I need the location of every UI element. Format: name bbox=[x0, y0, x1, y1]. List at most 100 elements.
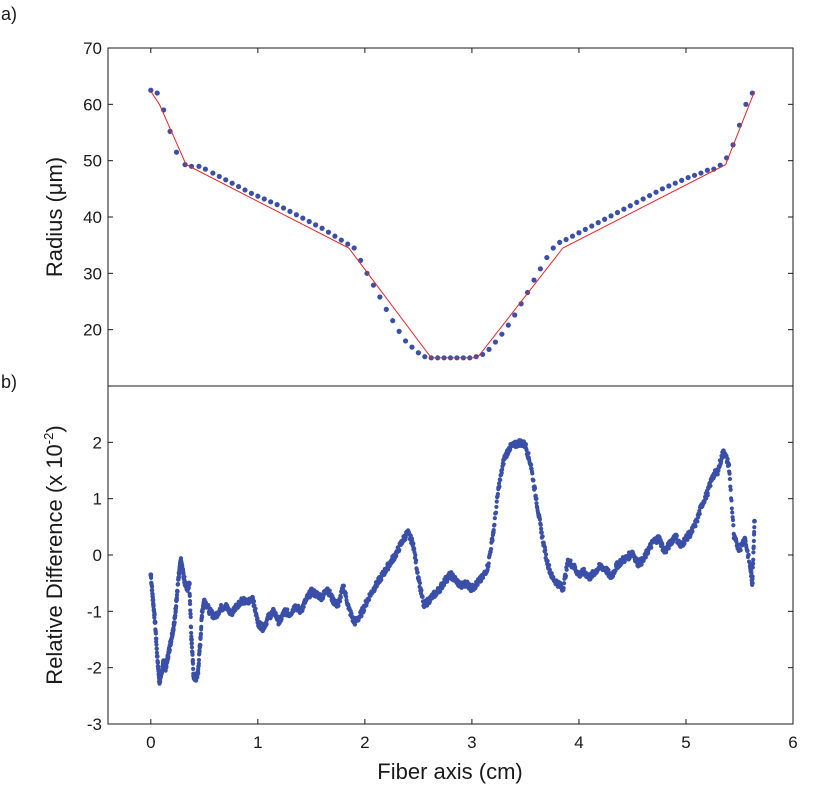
panel-b-data-point bbox=[178, 556, 184, 561]
panel-a-data-point bbox=[287, 208, 293, 214]
panel-b-data-point bbox=[568, 558, 573, 563]
panel-b-data-point bbox=[564, 567, 569, 572]
panel-b-x-tick-label: 5 bbox=[681, 733, 690, 752]
panel-b-data-point bbox=[417, 580, 423, 586]
panel-b-x-tick-label: 1 bbox=[253, 733, 262, 752]
panel-b-data-point bbox=[153, 631, 158, 636]
panel-b-x-axis-label: Fiber axis (cm) bbox=[377, 759, 522, 784]
panel-b-data-point bbox=[491, 528, 496, 533]
panel-b-data-point bbox=[255, 616, 260, 621]
panel-b-data-point bbox=[379, 577, 384, 583]
panel-a-data-point bbox=[685, 174, 691, 181]
panel-a-data-point bbox=[248, 190, 255, 196]
panel-b-data-point bbox=[493, 510, 499, 515]
panel-b-data-point bbox=[164, 665, 169, 670]
panel-a-data-point bbox=[345, 241, 351, 247]
panel-b-data-point bbox=[338, 595, 343, 600]
panel-b-data-point bbox=[749, 580, 755, 586]
panel-a-data-point bbox=[512, 312, 518, 318]
panel-b-data-point bbox=[412, 547, 417, 552]
panel-a-data-point bbox=[167, 128, 173, 134]
panel-b-data-point bbox=[495, 491, 500, 497]
panel-b-data-point bbox=[747, 560, 752, 565]
panel-b-data-point bbox=[344, 594, 349, 599]
panel-b-data-point bbox=[165, 660, 170, 665]
panel-b-data-point bbox=[189, 630, 194, 636]
panel-b-data-point bbox=[167, 647, 172, 653]
panel-b-data-point bbox=[531, 478, 536, 483]
panel-b-data-point bbox=[150, 597, 156, 603]
panel-b-data-point bbox=[728, 487, 733, 492]
panel-b-data-point bbox=[750, 565, 755, 570]
panel-a-data-point bbox=[280, 205, 287, 211]
panel-b-x-ticks: 0 1 2 3 4 5 6 bbox=[146, 719, 798, 752]
panel-b-data-point bbox=[189, 641, 194, 646]
panel-b-data-point bbox=[492, 516, 497, 521]
panel-b-data-point bbox=[188, 614, 193, 620]
panel-a-y-tick-label: 70 bbox=[83, 39, 102, 58]
panel-b-data-point bbox=[150, 588, 155, 593]
panel-b-data-point bbox=[496, 481, 502, 486]
panel-b-data-point bbox=[341, 583, 346, 588]
panel-a-fit-line bbox=[150, 91, 755, 359]
panel-a-y-tick-label: 30 bbox=[83, 264, 102, 283]
panel-a-y-tick-label: 60 bbox=[83, 95, 102, 114]
panel-b-data-point bbox=[750, 574, 755, 579]
panel-b-data-point bbox=[158, 679, 163, 684]
panel-a-data-point bbox=[422, 354, 428, 360]
panel-b-data-point bbox=[738, 548, 743, 553]
panel-a-data-point bbox=[621, 206, 627, 212]
panel-a-data-point bbox=[210, 170, 216, 176]
panel-a-data-point bbox=[704, 167, 710, 173]
panel-a-data-point bbox=[595, 220, 601, 226]
panel-b-data-point bbox=[154, 636, 159, 641]
panel-b-data-point bbox=[173, 613, 178, 618]
panel-b-data-point bbox=[151, 603, 156, 608]
panel-b-data-point bbox=[188, 601, 193, 607]
panel-a-data-point bbox=[402, 338, 409, 344]
panel-a-data-point bbox=[383, 306, 389, 312]
panel-a-data-point bbox=[576, 230, 582, 236]
panel-b-data-point bbox=[561, 581, 567, 586]
panel-a-data-point bbox=[255, 193, 261, 199]
panel-b-data-point bbox=[182, 574, 187, 579]
panel-b-data-point bbox=[166, 655, 171, 660]
panel-b-data-point bbox=[530, 471, 535, 476]
panel-a-data-point bbox=[332, 233, 338, 239]
panel-b-data-point bbox=[154, 646, 159, 651]
panel-a-data-point bbox=[505, 322, 511, 328]
panel-b-data-point bbox=[708, 483, 713, 489]
panel-b-data-point bbox=[352, 622, 358, 627]
panel-b-data-point bbox=[149, 575, 154, 581]
panel-b-data-point bbox=[752, 529, 757, 535]
panel-b-data-point bbox=[155, 660, 161, 665]
panel-a-data-point bbox=[390, 318, 396, 324]
panel-b-data-point bbox=[539, 530, 544, 535]
panel-b-data-point bbox=[528, 462, 534, 468]
panel-b-data-point bbox=[538, 526, 544, 531]
panel-b-frame bbox=[107, 385, 794, 725]
panel-b-data-point bbox=[497, 484, 502, 489]
panel-a-data-point bbox=[672, 180, 678, 186]
panel-a-data-point bbox=[300, 215, 306, 221]
panel-a-data-point bbox=[499, 331, 505, 337]
panel-b-x-tick-label: 4 bbox=[574, 733, 583, 752]
panel-a-data-point bbox=[396, 328, 402, 334]
panel-b-data-point bbox=[420, 594, 425, 600]
panel-b-data-point bbox=[499, 470, 504, 476]
panel-a-data-point bbox=[293, 212, 299, 218]
panel-a-data-point bbox=[544, 254, 550, 261]
panel-b-data-point bbox=[729, 506, 734, 511]
panel-a-data-point bbox=[602, 216, 608, 222]
panel-a-y-axis-label: Radius (μm) bbox=[42, 157, 67, 277]
panel-b-data-point bbox=[191, 666, 196, 671]
panel-b-data-point bbox=[281, 613, 286, 618]
panel-a-data-point bbox=[608, 213, 614, 219]
panel-a-data-point bbox=[338, 237, 344, 243]
panel-a-data-point bbox=[182, 162, 188, 168]
panel-a-data-point bbox=[242, 187, 248, 193]
panel-b-data-point bbox=[149, 584, 155, 589]
panel-b-y-tick-label: 0 bbox=[93, 546, 102, 565]
panel-b-y-tick-label: 2 bbox=[93, 433, 102, 452]
